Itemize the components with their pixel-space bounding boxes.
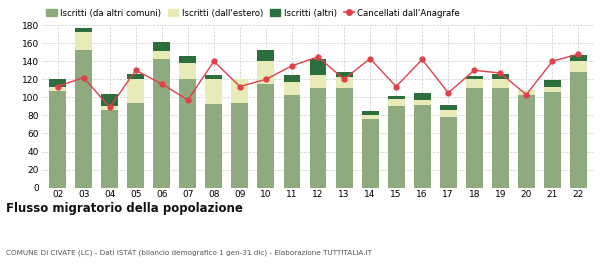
Bar: [154, 51, 170, 59]
Bar: [154, 59, 170, 188]
Bar: [232, 79, 248, 103]
Bar: [362, 119, 379, 188]
Bar: [492, 88, 509, 188]
Bar: [205, 104, 223, 188]
Bar: [440, 106, 457, 110]
Bar: [127, 74, 144, 79]
Bar: [284, 95, 301, 188]
Bar: [127, 103, 144, 188]
Bar: [544, 87, 561, 92]
Bar: [492, 79, 509, 88]
Bar: [310, 88, 326, 188]
Bar: [440, 117, 457, 188]
Bar: [362, 111, 379, 115]
Bar: [362, 115, 379, 119]
Bar: [466, 79, 482, 88]
Bar: [413, 93, 431, 100]
Bar: [388, 106, 404, 188]
Bar: [101, 110, 118, 188]
Bar: [75, 28, 92, 32]
Bar: [101, 106, 118, 110]
Text: COMUNE DI CIVATE (LC) - Dati ISTAT (bilancio demografico 1 gen-31 dic) - Elabora: COMUNE DI CIVATE (LC) - Dati ISTAT (bila…: [6, 249, 372, 256]
Bar: [154, 42, 170, 51]
Bar: [49, 87, 66, 91]
Bar: [101, 94, 118, 106]
Bar: [413, 105, 431, 188]
Bar: [570, 72, 587, 188]
Bar: [570, 61, 587, 72]
Bar: [49, 79, 66, 87]
Legend: Iscritti (da altri comuni), Iscritti (dall'estero), Iscritti (altri), Cancellati: Iscritti (da altri comuni), Iscritti (da…: [46, 9, 460, 18]
Bar: [284, 82, 301, 95]
Bar: [388, 99, 404, 106]
Bar: [466, 88, 482, 188]
Bar: [75, 50, 92, 188]
Bar: [179, 79, 196, 188]
Bar: [257, 84, 274, 188]
Text: Flusso migratorio della popolazione: Flusso migratorio della popolazione: [6, 202, 243, 214]
Bar: [388, 95, 404, 99]
Bar: [440, 110, 457, 117]
Bar: [570, 55, 587, 61]
Bar: [127, 79, 144, 103]
Bar: [518, 95, 535, 188]
Bar: [257, 50, 274, 61]
Bar: [518, 90, 535, 95]
Bar: [284, 75, 301, 82]
Bar: [205, 79, 223, 104]
Bar: [179, 63, 196, 79]
Bar: [335, 88, 353, 188]
Bar: [413, 100, 431, 105]
Bar: [544, 92, 561, 188]
Bar: [75, 32, 92, 50]
Bar: [232, 103, 248, 188]
Bar: [257, 61, 274, 84]
Bar: [179, 56, 196, 63]
Bar: [49, 91, 66, 188]
Bar: [335, 77, 353, 88]
Bar: [466, 76, 482, 79]
Bar: [310, 59, 326, 75]
Bar: [544, 80, 561, 87]
Bar: [310, 75, 326, 88]
Bar: [492, 74, 509, 79]
Bar: [205, 75, 223, 79]
Bar: [335, 72, 353, 77]
